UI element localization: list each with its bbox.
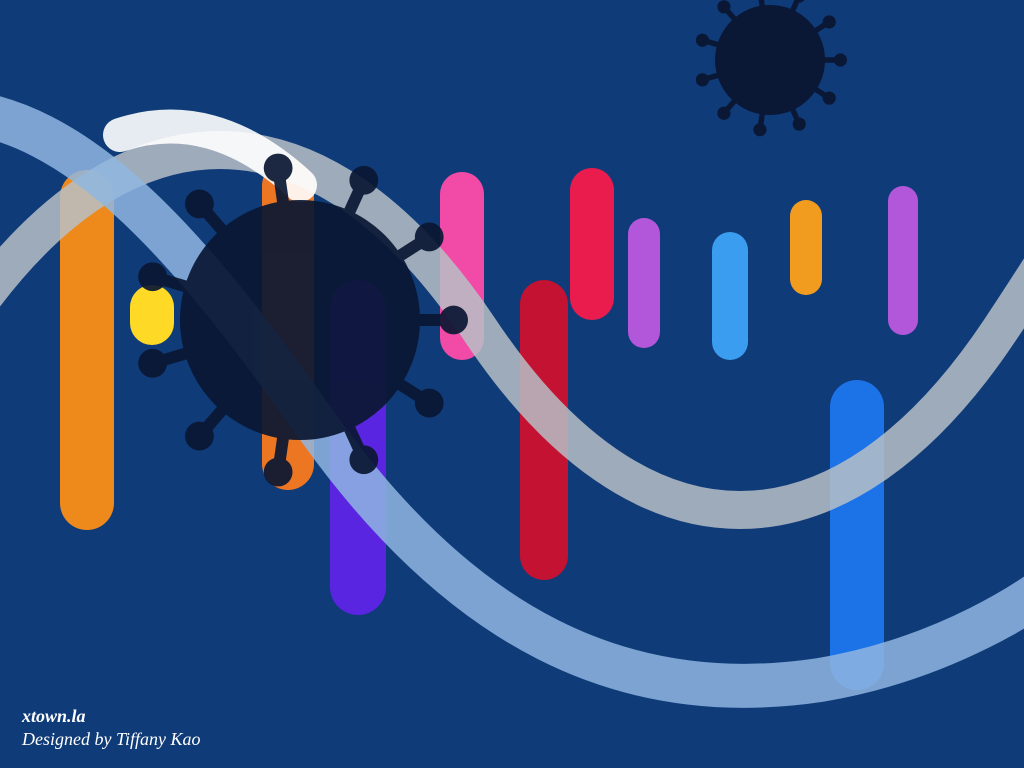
bar-orange-2 [262,160,314,490]
credit-byline: Designed by Tiffany Kao [22,728,201,751]
bar-blue-big [830,380,884,690]
bar-red-1 [520,280,568,580]
bar-orange-1 [60,170,114,530]
bar-pink [440,172,484,360]
bar-lightblue [712,232,748,360]
credit-block: xtown.la Designed by Tiffany Kao [22,705,201,750]
bar-red-2 [570,168,614,320]
virus-small [696,0,847,136]
bar-violet [330,280,386,615]
credit-site: xtown.la [22,705,201,728]
bar-purple-2 [888,186,918,335]
bar-purple-1 [628,218,660,348]
bar-orange-3 [790,200,822,295]
bar-yellow [130,285,174,345]
illustration-canvas: xtown.la Designed by Tiffany Kao [0,0,1024,768]
